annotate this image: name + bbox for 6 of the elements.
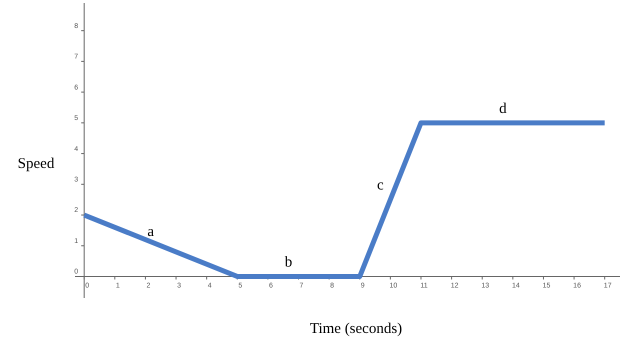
- y-axis-title: Speed: [18, 156, 55, 172]
- annotation: a: [147, 224, 154, 240]
- x-axis-title: Time (seconds): [310, 321, 402, 337]
- annotation: c: [377, 178, 384, 194]
- annotation: b: [284, 254, 292, 270]
- annotation: d: [499, 100, 508, 117]
